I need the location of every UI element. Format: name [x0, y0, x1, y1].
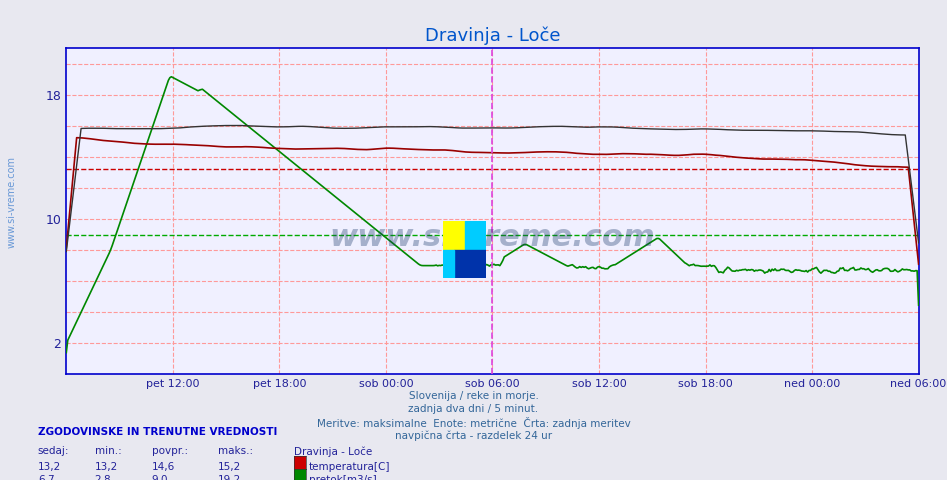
Text: 6,7: 6,7 — [38, 475, 55, 480]
Text: 13,2: 13,2 — [95, 462, 118, 472]
Text: www.si-vreme.com: www.si-vreme.com — [330, 223, 655, 252]
Text: min.:: min.: — [95, 446, 121, 456]
Text: 2,8: 2,8 — [95, 475, 112, 480]
Text: Meritve: maksimalne  Enote: metrične  Črta: zadnja meritev: Meritve: maksimalne Enote: metrične Črta… — [316, 417, 631, 429]
Text: Slovenija / reke in morje.: Slovenija / reke in morje. — [408, 391, 539, 401]
Text: Dravinja - Loče: Dravinja - Loče — [294, 446, 372, 457]
Text: 14,6: 14,6 — [152, 462, 175, 472]
Bar — [443, 221, 465, 250]
Text: navpična črta - razdelek 24 ur: navpična črta - razdelek 24 ur — [395, 430, 552, 441]
Text: 9,0: 9,0 — [152, 475, 168, 480]
Bar — [443, 250, 454, 278]
Text: povpr.:: povpr.: — [152, 446, 188, 456]
Text: ZGODOVINSKE IN TRENUTNE VREDNOSTI: ZGODOVINSKE IN TRENUTNE VREDNOSTI — [38, 427, 277, 437]
Text: 19,2: 19,2 — [218, 475, 241, 480]
Text: 13,2: 13,2 — [38, 462, 62, 472]
Text: www.si-vreme.com: www.si-vreme.com — [7, 156, 16, 248]
Bar — [465, 221, 486, 250]
Text: 15,2: 15,2 — [218, 462, 241, 472]
Title: Dravinja - Loče: Dravinja - Loče — [424, 26, 561, 45]
Text: maks.:: maks.: — [218, 446, 253, 456]
Text: pretok[m3/s]: pretok[m3/s] — [309, 475, 377, 480]
Bar — [454, 250, 486, 278]
Text: sedaj:: sedaj: — [38, 446, 69, 456]
Text: zadnja dva dni / 5 minut.: zadnja dva dni / 5 minut. — [408, 404, 539, 414]
Text: temperatura[C]: temperatura[C] — [309, 462, 390, 472]
